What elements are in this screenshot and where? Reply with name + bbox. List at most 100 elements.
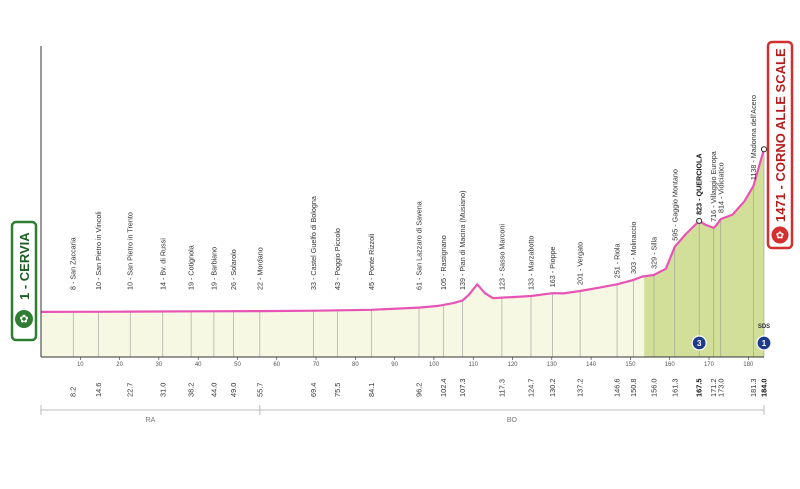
querciola-dot: [696, 217, 703, 224]
x-tick-label: 150: [625, 362, 636, 368]
gpm-category: 3: [697, 339, 702, 348]
sds-label: SDS: [758, 324, 770, 330]
waypoint-name: 26 - Solarolo: [229, 249, 238, 290]
waypoint-name: 133 - Marzabotto: [527, 236, 536, 290]
waypoint-km: 117.3: [497, 379, 506, 397]
profile-line: [40, 148, 766, 313]
x-tick-label: 40: [195, 362, 202, 368]
x-tick-label: 100: [429, 362, 440, 368]
profile-line-layer: [40, 146, 767, 313]
waypoint-name: 33 - Castel Guelfo di Bologna: [309, 196, 318, 290]
waypoint-name: 1138 - Madonna dell'Acero: [749, 95, 758, 180]
waypoint-km: 44.0: [209, 383, 218, 397]
waypoint-name: 19 - Barbiano: [209, 247, 218, 290]
gpm-category: 1: [762, 339, 767, 348]
waypoint-name: 22 - Mordano: [255, 247, 264, 290]
waypoint-name: 14 - Bv. di Russi: [158, 238, 167, 290]
x-tick-label: 140: [586, 362, 597, 368]
waypoint-km: 173.0: [716, 379, 725, 398]
waypoint-name: 61 - San Lazzaro di Savena: [415, 201, 424, 290]
x-tick-label: 20: [116, 362, 123, 368]
waypoint-name: 595 - Gaggio Montano: [670, 169, 679, 241]
waypoint-km: 124.7: [527, 379, 536, 398]
start-flag-icon: [15, 310, 33, 328]
start-badge: 1 - CERVIA ✿: [10, 220, 38, 342]
x-tick-label: 60: [273, 362, 280, 368]
waypoint-km: 146.6: [613, 379, 622, 398]
waypoint-km: 171.2: [709, 379, 718, 398]
waypoint-km: 75.5: [333, 383, 342, 397]
waypoint-km: 38.2: [187, 383, 196, 397]
waypoint-name: 8 - San Zaccaria: [69, 237, 78, 290]
waypoint-name: 123 - Sasso Marconi: [497, 224, 506, 290]
axes-layer: 10 20 30 40 50 60 70 80 90 100 110 120 130 140 150 160 1…: [40, 46, 765, 424]
x-tick-label: 10: [77, 362, 84, 368]
x-tick-label: 160: [665, 362, 676, 368]
waypoint-km: 150.8: [629, 379, 638, 398]
waypoint-name: 19 - Cotignola: [187, 245, 196, 290]
waypoint-km: 22.7: [126, 383, 135, 397]
waypoint-km: 14.6: [94, 383, 103, 397]
waypoint-name: 105 - Rastignano: [439, 235, 448, 290]
markers-layer: 3 1 SDS: [691, 324, 772, 351]
x-tick-label: 70: [313, 362, 320, 368]
climb-fill: [644, 149, 764, 357]
waypoint-name: 303 - Molinaccio: [629, 222, 638, 274]
finish-elevation: 1471: [773, 193, 788, 222]
waypoint-labels: 8 - San Zaccaria 8.2 10 - San Pietro in Vi…: [69, 95, 769, 397]
x-tick-label: 50: [234, 362, 241, 368]
finish-badge-frame: [766, 40, 794, 250]
waypoint-km: 84.1: [367, 383, 376, 397]
waypoint-km: 55.7: [255, 383, 264, 397]
waypoint-km: 181.3: [749, 379, 758, 398]
x-tick-label: 180: [743, 362, 754, 368]
start-elevation: 1: [17, 293, 32, 300]
waypoint-km: 49.0: [229, 383, 238, 397]
region-label: RA: [146, 417, 156, 424]
waypoint-km: 156.0: [650, 379, 659, 398]
finish-flag-glyph: ✿: [776, 231, 784, 242]
start-label: 1 - CERVIA: [17, 232, 32, 300]
finish-dot: [761, 146, 767, 153]
waypoint-name: 45 - Ponte Rizzoli: [367, 233, 376, 290]
waypoint-km: 69.4: [309, 383, 318, 397]
waypoint-name: 716 - Villaggio Europa: [709, 151, 718, 222]
x-tick-label: 30: [156, 362, 163, 368]
waypoint-km: 8.2: [69, 387, 78, 397]
waypoint-lines: [72, 149, 765, 357]
waypoint-name: 10 - San Pietro in Vincoli: [94, 211, 103, 290]
region-label: BO: [507, 417, 518, 424]
waypoint-name: 823 - QUERCIOLA: [695, 153, 704, 215]
waypoint-name: 43 - Poggio Piccolo: [333, 228, 342, 290]
start-badge-frame: [10, 220, 38, 342]
waypoint-name: 251 - Riola: [613, 244, 622, 279]
waypoint-km: 107.3: [458, 379, 467, 398]
gpm-badge: [691, 335, 707, 351]
profile-fill-flat: [41, 149, 764, 357]
waypoint-km: 102.4: [439, 379, 448, 398]
finish-flag-icon: [771, 226, 789, 244]
waypoint-name: 10 - San Pietro in Trento: [126, 212, 135, 290]
x-tick-label: 90: [391, 362, 398, 368]
waypoint-name: 139 - Pian di Macina (Musiano): [458, 191, 467, 290]
waypoint-name: 163 - Pioppe: [548, 246, 557, 287]
fill-layer: [41, 149, 764, 357]
gpm-badge: [756, 335, 772, 351]
x-tick-label: 120: [508, 362, 519, 368]
waypoint-km: 96.2: [415, 383, 424, 397]
waypoint-name: 814 - Vidiciatico: [716, 162, 725, 213]
waypoint-km: 161.3: [670, 379, 679, 398]
finish-name: CORNO ALLE SCALE: [773, 48, 788, 181]
x-tick-label: 110: [468, 362, 478, 368]
waypoint-km: 31.0: [158, 383, 167, 397]
waypoint-km: 167.5: [695, 379, 704, 398]
finish-label: 1471 - CORNO ALLE SCALE: [773, 48, 788, 222]
waypoint-km: 130.2: [548, 379, 557, 398]
x-tick-label: 170: [704, 362, 715, 368]
finish-badge: 1471 - CORNO ALLE SCALE ✿: [766, 40, 794, 250]
start-flag-glyph: ✿: [19, 314, 28, 326]
x-tick-label: 130: [547, 362, 558, 368]
x-tick-label: 80: [352, 362, 359, 368]
